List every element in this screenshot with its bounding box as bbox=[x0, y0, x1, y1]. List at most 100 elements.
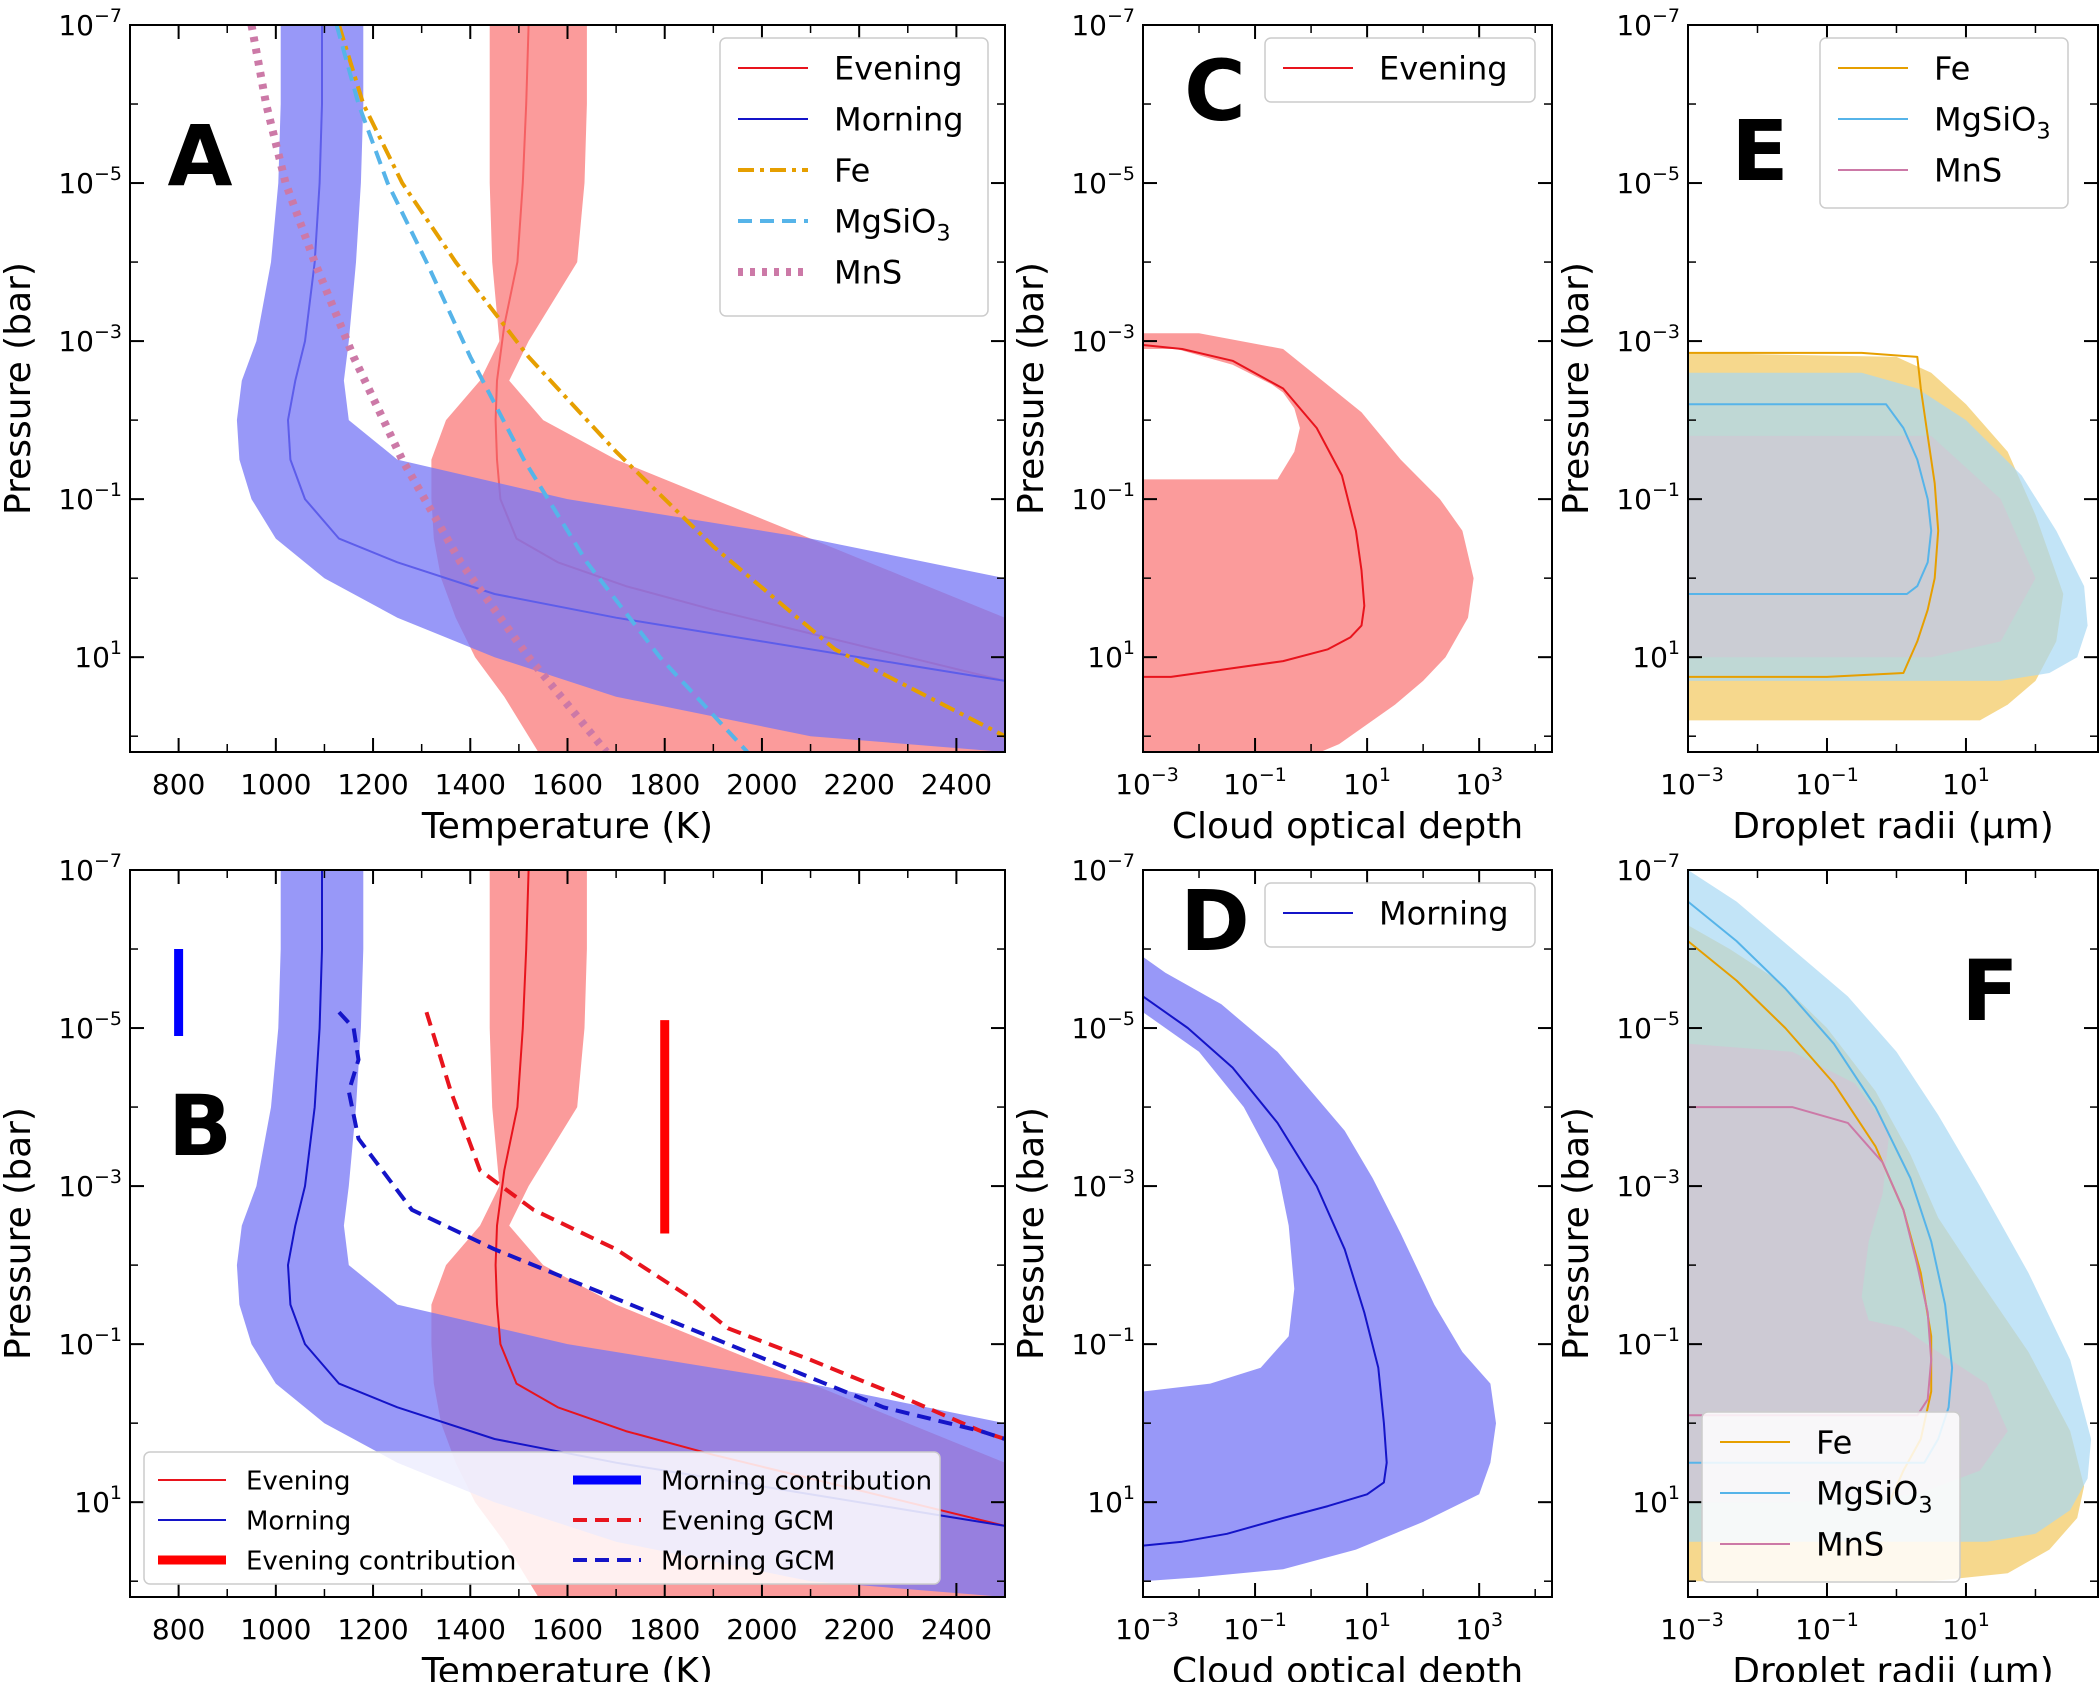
x-tick-label: 101 bbox=[1343, 1609, 1391, 1646]
x-tick-label: 2000 bbox=[726, 768, 797, 801]
x-tick-label: 10−3 bbox=[1115, 1609, 1179, 1646]
y-tick-label: 10−1 bbox=[58, 1324, 122, 1361]
y-axis-label: Pressure (bar) bbox=[1011, 262, 1052, 515]
y-tick-label: 10−3 bbox=[58, 1166, 122, 1203]
x-axis-label: Temperature (K) bbox=[421, 806, 713, 847]
y-tick-label: 10−1 bbox=[1071, 479, 1135, 516]
legend: Evening Morning Fe MgSiO3 MnS bbox=[719, 37, 989, 317]
x-tick-label: 1600 bbox=[532, 1613, 603, 1646]
legend-item: Fe bbox=[738, 152, 870, 190]
y-tick-label: 10−5 bbox=[58, 163, 122, 200]
legend-item: Evening GCM bbox=[573, 1506, 835, 1536]
legend-label: MgSiO3 bbox=[834, 203, 951, 247]
plot-frame bbox=[1687, 869, 2099, 1598]
legend-label: Evening contribution bbox=[246, 1546, 516, 1576]
legend-box bbox=[1264, 37, 1536, 103]
legend: Fe MgSiO3 MnS bbox=[1819, 37, 2069, 209]
panel-letter: A bbox=[167, 107, 232, 205]
x-tick-label: 10−3 bbox=[1660, 1609, 1724, 1646]
plot-frame bbox=[1142, 869, 1553, 1598]
y-axis-label: Pressure (bar) bbox=[0, 262, 39, 515]
y-tick-label: 10−1 bbox=[1616, 479, 1680, 516]
panel-letter: D bbox=[1180, 872, 1250, 970]
x-tick-label: 1200 bbox=[337, 1613, 408, 1646]
panel-letter: F bbox=[1961, 942, 2018, 1040]
series-morning-gcm bbox=[337, 1010, 1005, 1441]
legend: Evening bbox=[1264, 37, 1536, 103]
legend-label: Evening bbox=[834, 50, 963, 88]
legend-label: MnS bbox=[834, 254, 902, 292]
legend-label: Fe bbox=[1816, 1424, 1852, 1462]
series-mgsio3-band bbox=[1688, 372, 2088, 681]
plot-area bbox=[236, 25, 1005, 752]
legend-label: MnS bbox=[1934, 152, 2002, 190]
x-tick-label: 10−3 bbox=[1115, 764, 1179, 801]
x-tick-label: 2400 bbox=[921, 768, 992, 801]
legend-label: Morning bbox=[246, 1506, 351, 1536]
legend-item: Morning bbox=[738, 101, 964, 139]
panel-e: 10−7 10−5 10−3 10−1 101 10−3 10−1 101 Droplet ra… bbox=[1556, 5, 2099, 847]
x-tick-label: 1400 bbox=[435, 1613, 506, 1646]
y-tick-label: 10−7 bbox=[1616, 850, 1680, 887]
x-tick-label: 1800 bbox=[629, 768, 700, 801]
x-tick-label: 2200 bbox=[824, 1613, 895, 1646]
series-evening bbox=[1143, 344, 1366, 678]
legend: Morning bbox=[1264, 882, 1536, 948]
series-mgsio3-band bbox=[1688, 870, 2092, 1542]
x-tick-label: 800 bbox=[152, 1613, 205, 1646]
legend-label: MgSiO3 bbox=[1934, 101, 2051, 145]
x-axis-label: Droplet radii (μm) bbox=[1732, 806, 2054, 847]
panel-letter: B bbox=[168, 1077, 232, 1175]
y-axis-label: Pressure (bar) bbox=[1556, 262, 1597, 515]
legend-item: Morning contribution bbox=[573, 1466, 932, 1496]
legend-label: Fe bbox=[1934, 50, 1970, 88]
y-tick-label: 10−1 bbox=[1616, 1324, 1680, 1361]
x-tick-label: 1000 bbox=[240, 768, 311, 801]
legend-item: Morning bbox=[158, 1506, 351, 1536]
series-morning bbox=[1143, 995, 1388, 1547]
legend-item: MgSiO3 bbox=[738, 203, 951, 247]
series-morning-band bbox=[1143, 956, 1496, 1582]
panel-letter: E bbox=[1731, 102, 1788, 200]
x-tick-label: 10−1 bbox=[1223, 764, 1287, 801]
legend-label: Evening GCM bbox=[661, 1506, 835, 1536]
x-tick-label: 1600 bbox=[532, 768, 603, 801]
legend-item: Evening bbox=[1283, 50, 1508, 88]
legend-label: Morning bbox=[1379, 895, 1509, 933]
legend-box bbox=[1264, 882, 1536, 948]
legend-item: MgSiO3 bbox=[1720, 1475, 1933, 1519]
y-tick-label: 10−5 bbox=[1071, 163, 1135, 200]
legend-label: MgSiO3 bbox=[1816, 1475, 1933, 1519]
legend-item: MgSiO3 bbox=[1838, 101, 2051, 145]
x-tick-label: 101 bbox=[1942, 764, 1990, 801]
legend-box bbox=[719, 37, 989, 317]
legend-item: Fe bbox=[1838, 50, 1970, 88]
x-tick-label: 800 bbox=[152, 768, 205, 801]
panel-b: 10−7 10−5 10−3 10−1 101 800 1000 1200 1400 1600 18… bbox=[0, 850, 1006, 1682]
x-axis-label: Cloud optical depth bbox=[1172, 806, 1523, 847]
x-tick-label: 101 bbox=[1343, 764, 1391, 801]
legend-label: Morning GCM bbox=[661, 1546, 835, 1576]
legend-label: Fe bbox=[834, 152, 870, 190]
y-tick-label: 10−5 bbox=[58, 1008, 122, 1045]
y-tick-label: 101 bbox=[74, 1482, 122, 1519]
x-tick-label: 1400 bbox=[435, 768, 506, 801]
x-tick-label: 2000 bbox=[726, 1613, 797, 1646]
y-tick-label: 10−3 bbox=[1616, 321, 1680, 358]
y-tick-label: 10−7 bbox=[58, 5, 122, 42]
y-tick-label: 10−7 bbox=[1071, 5, 1135, 42]
series-evening-band bbox=[1143, 333, 1474, 752]
panel-d: 10−7 10−5 10−3 10−1 101 10−3 10−1 101 103 Cloud o… bbox=[1011, 850, 1553, 1682]
plot-area bbox=[1143, 333, 1474, 752]
y-axis-label: Pressure (bar) bbox=[0, 1107, 39, 1360]
y-tick-label: 10−7 bbox=[1616, 5, 1680, 42]
panel-c: 10−7 10−5 10−3 10−1 101 10−3 10−1 101 103 Cloud o… bbox=[1011, 5, 1553, 847]
y-axis-label: Pressure (bar) bbox=[1556, 1107, 1597, 1360]
legend-box bbox=[143, 1451, 941, 1585]
plot-frame bbox=[1687, 24, 2099, 753]
legend-label: Morning contribution bbox=[661, 1466, 932, 1496]
legend-label: Evening bbox=[1379, 50, 1508, 88]
x-axis-label: Droplet radii (μm) bbox=[1732, 1651, 2054, 1682]
y-tick-label: 10−1 bbox=[58, 479, 122, 516]
legend: Evening Morning Evening contribution Mornin… bbox=[143, 1451, 941, 1585]
